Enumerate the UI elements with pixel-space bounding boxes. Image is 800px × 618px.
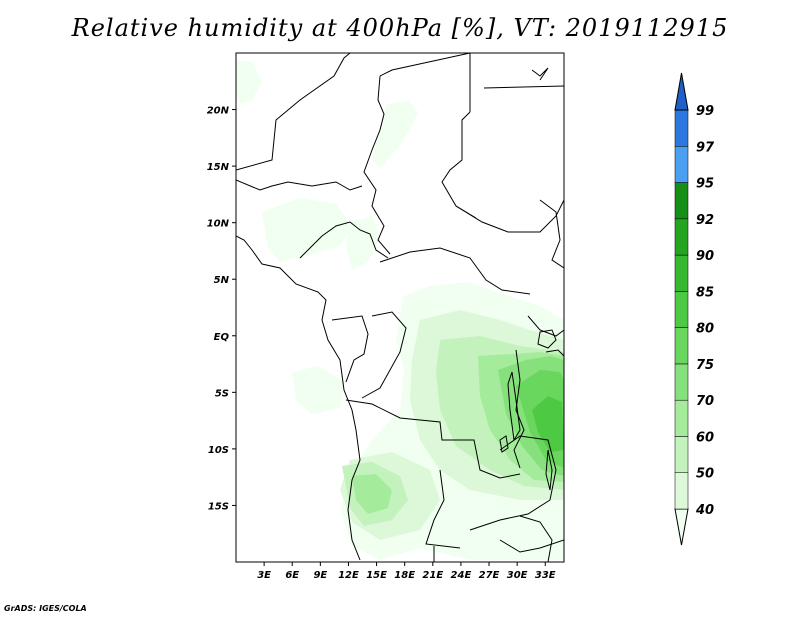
border-niger-nigeria — [236, 179, 363, 191]
colorbar-label: 97 — [696, 140, 715, 155]
border-drc-angola — [345, 399, 521, 479]
border-east-2 — [545, 349, 564, 357]
border-zambia — [469, 435, 557, 531]
colorbar-segment — [674, 109, 689, 147]
longitude-axis: 3E 6E 9E 12E 15E 18E 21E 24E 27E 30E 33E — [257, 562, 556, 581]
lat-tick-label: EQ — [214, 332, 230, 343]
colorbar-label: 92 — [696, 213, 714, 228]
colorbar-segment — [674, 182, 689, 220]
colorbar-segment — [674, 254, 689, 292]
humidity-area-chad — [346, 216, 380, 270]
colorbar-max-arrow — [674, 72, 689, 111]
lon-tick-label: 18E — [394, 570, 415, 581]
lat-tick-label: 5S — [215, 388, 229, 399]
colorbar-segment — [674, 146, 689, 183]
colorbar-segment — [674, 363, 689, 401]
colorbar-label: 85 — [696, 285, 714, 300]
border-angola-zambia — [425, 469, 461, 549]
border-chad-sudan — [363, 75, 391, 255]
lake-victoria — [537, 329, 557, 349]
lon-tick-label: 33E — [535, 570, 556, 581]
humidity-field — [236, 60, 564, 560]
colorbar-label: 60 — [696, 430, 714, 445]
coastline-west — [236, 235, 361, 561]
colorbar-segment — [674, 472, 689, 510]
colorbar-segment — [674, 218, 689, 256]
colorbar-label: 80 — [696, 322, 714, 337]
lon-tick-label: 21E — [422, 570, 443, 581]
colorbar-label: 70 — [696, 394, 714, 409]
lat-tick-label: 10S — [208, 445, 229, 456]
border-east — [527, 315, 564, 337]
colorbar-label: 95 — [696, 177, 714, 192]
latitude-axis: 20N 15N 10N 5N EQ 5S 10S 15S — [207, 106, 236, 512]
border-ethiopia — [539, 199, 564, 269]
lake-tanganyika — [507, 371, 521, 442]
humidity-area-gabon — [292, 366, 344, 414]
border-lakes — [513, 349, 525, 469]
border-gabon — [331, 315, 369, 383]
border-car — [379, 247, 531, 295]
colorbar-label: 40 — [695, 503, 714, 518]
lon-tick-label: 27E — [479, 570, 500, 581]
lat-tick-label: 5N — [214, 275, 230, 286]
lat-tick-label: 15N — [207, 162, 230, 173]
lat-tick-label: 10N — [207, 219, 230, 230]
map-frame — [235, 52, 565, 563]
lon-tick-label: 24E — [451, 570, 472, 581]
lat-tick-label: 20N — [207, 106, 230, 117]
border-sudan-south — [455, 199, 564, 233]
lon-tick-label: 6E — [285, 570, 299, 581]
colorbar-label: 75 — [696, 358, 714, 373]
coast-redsea — [531, 67, 549, 81]
border-egypt-sudan — [441, 111, 477, 219]
border-nigeria-cameroon — [299, 221, 389, 259]
lon-tick-label: 30E — [507, 570, 528, 581]
lat-tick-label: 15S — [208, 501, 229, 512]
country-borders — [236, 53, 564, 562]
colorbar: 40 50 60 70 75 80 85 90 92 95 97 99 — [674, 72, 715, 546]
border-sudan-east — [483, 85, 564, 89]
colorbar-segment — [674, 327, 689, 365]
lon-tick-label: 9E — [313, 570, 327, 581]
grads-credit: GrADS: IGES/COLA — [4, 604, 87, 613]
colorbar-segment — [674, 291, 689, 328]
border-congo-drc — [361, 311, 407, 399]
humidity-area-nigeria — [262, 198, 352, 262]
colorbar-label: 90 — [696, 249, 714, 264]
humidity-area-nw-coast — [236, 60, 262, 104]
colorbar-label: 99 — [696, 104, 714, 119]
border-libya — [379, 53, 471, 112]
lake-malawi — [545, 449, 553, 491]
border-southeast — [499, 539, 564, 553]
border-mozambique — [519, 515, 553, 562]
lon-tick-label: 12E — [338, 570, 359, 581]
colorbar-segment — [674, 399, 689, 437]
border-sahara-north — [236, 53, 351, 171]
colorbar-min-arrow — [674, 508, 689, 546]
lon-tick-label: 3E — [257, 570, 271, 581]
humidity-area-angola-70 — [352, 474, 392, 514]
colorbar-label: 50 — [696, 467, 714, 482]
colorbar-segment — [674, 436, 689, 473]
lon-tick-label: 15E — [366, 570, 387, 581]
map-title: Relative humidity at 400hPa [%], VT: 201… — [71, 14, 729, 42]
lake-mweru — [499, 435, 509, 453]
humidity-area-congo-85 — [532, 396, 564, 452]
